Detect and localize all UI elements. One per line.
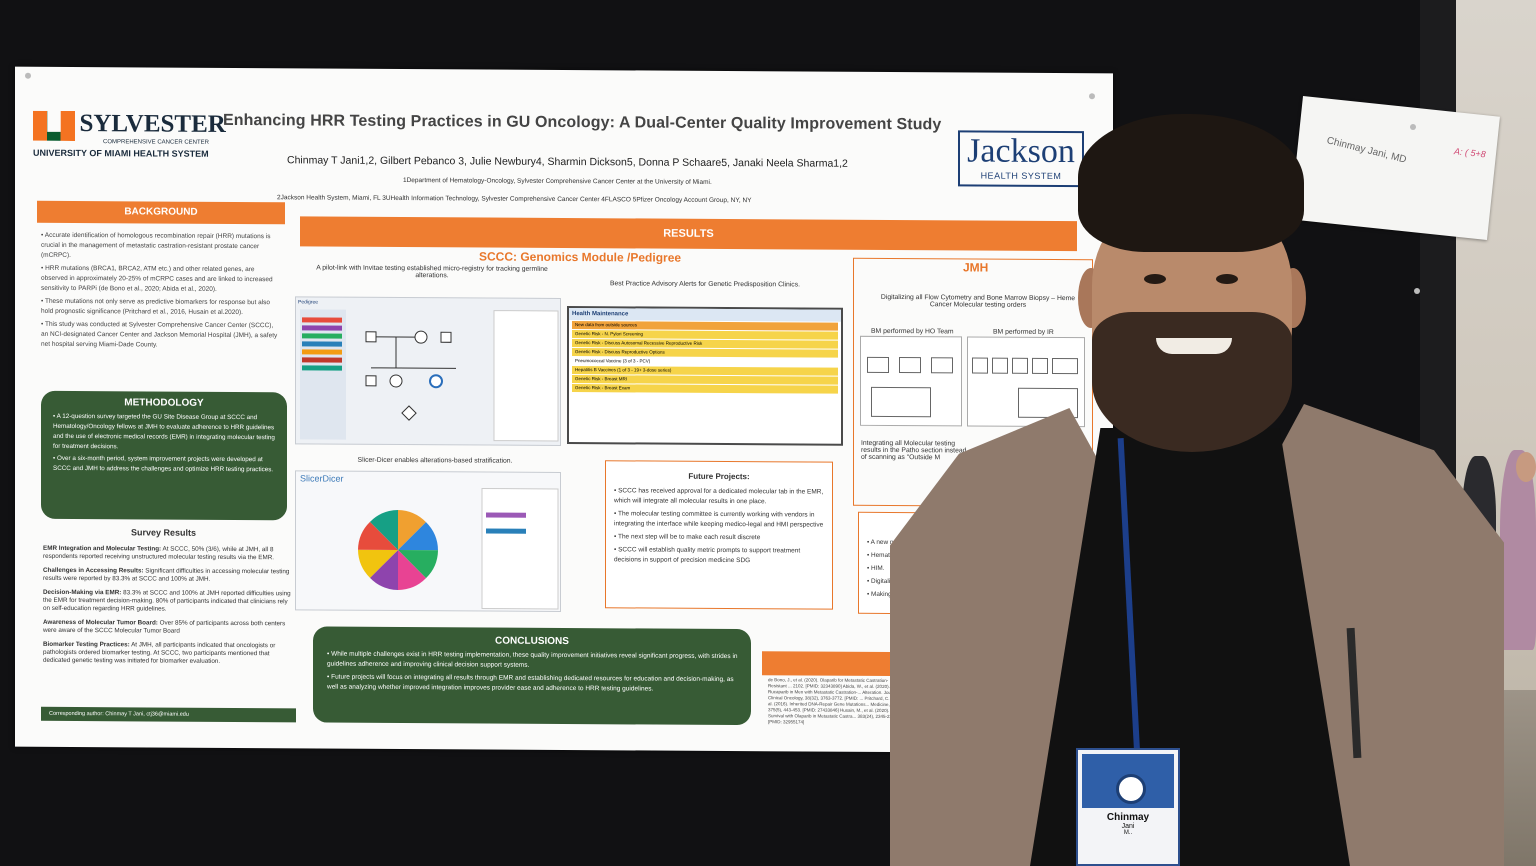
pedigree-screenshot: Pedigree — [295, 296, 561, 446]
sccc-heading: SCCC: Genomics Module /Pedigree — [479, 249, 682, 265]
background-item: These mutations not only serve as predic… — [41, 297, 281, 318]
future-item: The molecular testing committee is curre… — [614, 509, 824, 530]
health-row: Hepatitis B Vaccines (1 of 3 - 19+ 3-dos… — [572, 366, 838, 376]
methodology-list: A 12-question survey targeted the GU Sit… — [41, 408, 287, 476]
pilot-caption: A pilot-link with Invitae testing establ… — [316, 264, 548, 280]
badge-logo-icon — [1116, 774, 1146, 804]
future-item: SCCC will establish quality metric promp… — [614, 545, 824, 566]
poster-authors: Chinmay T Jani1,2, Gilbert Pebanco 3, Ju… — [287, 154, 848, 170]
survey-results: EMR Integration and Molecular Testing: A… — [43, 545, 295, 673]
background-attendee — [1500, 450, 1536, 650]
slicer-pie-chart — [358, 487, 559, 610]
pushpin — [1410, 124, 1416, 130]
survey-item-label: Biomarker Testing Practices: — [43, 640, 130, 649]
hair — [1078, 114, 1304, 252]
eye — [1144, 274, 1166, 284]
conclusions-panel: CONCLUSIONS While multiple challenges ex… — [313, 626, 751, 726]
health-row: Genetic Risk - Discuss Reproductive Opti… — [572, 348, 838, 358]
um-health-system-line: UNIVERSITY OF MIAMI HEALTH SYSTEM — [33, 147, 209, 159]
background-item: Accurate identification of homologous re… — [41, 231, 281, 262]
health-row: Pneumococcal Vaccine (3 of 3 - PCV) — [575, 358, 651, 364]
survey-item-label: Decision-Making via EMR: — [43, 588, 122, 597]
eye — [1216, 274, 1238, 284]
smile — [1156, 338, 1232, 354]
health-maintenance-title: Health Maintenance — [569, 308, 841, 322]
health-alert: New data from outside sources — [572, 321, 838, 331]
future-item: SCCC has received approval for a dedicat… — [614, 486, 824, 507]
background-item: HRR mutations (BRCA1, BRCA2, ATM etc.) a… — [41, 264, 281, 295]
survey-item-label: Awareness of Molecular Tumor Board: — [43, 618, 158, 627]
conclusions-list: While multiple challenges exist in HRR t… — [313, 645, 751, 695]
sylvester-name: SYLVESTER — [79, 110, 226, 138]
future-heading: Future Projects: — [688, 471, 750, 482]
survey-item: Decision-Making via EMR: 83.3% at SCCC a… — [43, 589, 295, 615]
methodology-item: A 12-question survey targeted the GU Sit… — [53, 412, 277, 453]
pushpin — [25, 72, 31, 79]
corresponding-author: Corresponding author: Chinmay T Jani, ct… — [41, 706, 296, 723]
methodology-item: Over a six-month period, system improvem… — [53, 454, 277, 475]
badge-suffix: M.. — [1123, 830, 1133, 836]
survey-item: Biomarker Testing Practices: At JMH, all… — [43, 641, 295, 667]
conclusions-item: Future projects will focus on integratin… — [327, 673, 741, 696]
research-poster: SYLVESTER COMPREHENSIVE CANCER CENTER UN… — [15, 66, 1113, 754]
background-heading: BACKGROUND — [37, 200, 285, 225]
future-list: SCCC has received approval for a dedicat… — [606, 486, 832, 566]
sylvester-logo: SYLVESTER COMPREHENSIVE CANCER CENTER UN… — [33, 110, 226, 159]
conclusions-item: While multiple challenges exist in HRR t… — [327, 650, 741, 673]
poster-affiliation-2: 2Jackson Health System, Miami, FL 3UHeal… — [277, 194, 752, 205]
background-attendee-head — [1516, 452, 1536, 482]
health-row: Genetic Risk - N. Pylori Screening — [572, 330, 838, 340]
survey-heading: Survey Results — [131, 527, 197, 538]
bpa-caption: Best Practice Advisory Alerts for Geneti… — [609, 280, 800, 289]
pushpin — [1089, 93, 1095, 100]
future-item: The next step will be to make each resul… — [614, 532, 824, 543]
beard — [1092, 312, 1292, 452]
badge-last-name: Jani — [1121, 823, 1135, 830]
sylvester-subtitle: COMPREHENSIVE CANCER CENTER — [103, 139, 210, 146]
health-maintenance-screenshot: Health Maintenance New data from outside… — [567, 306, 843, 446]
survey-item: Challenges in Accessing Results: Signifi… — [43, 567, 295, 585]
slicer-dicer-screenshot: SlicerDicer — [295, 470, 561, 612]
badge-first-name: Chinmay — [1106, 812, 1150, 823]
future-projects-panel: Future Projects: SCCC has received appro… — [605, 460, 833, 610]
um-u-icon — [33, 111, 75, 141]
poster-title: Enhancing HRR Testing Practices in GU On… — [223, 111, 942, 134]
health-row: Genetic Risk - Breast MRI — [572, 375, 838, 385]
badge-header — [1082, 754, 1174, 808]
survey-item: Awareness of Molecular Tumor Board: Over… — [43, 619, 295, 637]
poster-affiliation-1: 1Department of Hematology-Oncology, Sylv… — [403, 177, 712, 186]
health-row: Genetic Risk - Breast Exam — [572, 384, 838, 394]
health-row: Genetic Risk - Discuss Autosomal Recessi… — [572, 339, 838, 349]
presenter: Chinmay Jani M.. — [880, 108, 1510, 866]
name-badge: Chinmay Jani M.. — [1076, 748, 1180, 866]
survey-item-label: Challenges in Accessing Results: — [43, 566, 144, 575]
background-item: This study was conducted at Sylvester Co… — [41, 320, 281, 351]
survey-item-label: EMR Integration and Molecular Testing: — [43, 544, 162, 553]
background-list: Accurate identification of homologous re… — [41, 231, 281, 354]
survey-item: EMR Integration and Molecular Testing: A… — [43, 545, 295, 563]
methodology-panel: METHODOLOGY A 12-question survey targete… — [41, 390, 287, 521]
pedigree-diagram — [300, 309, 559, 442]
slicer-caption: Slicer-Dicer enables alterations-based s… — [357, 456, 513, 465]
pushpin — [1414, 288, 1420, 294]
